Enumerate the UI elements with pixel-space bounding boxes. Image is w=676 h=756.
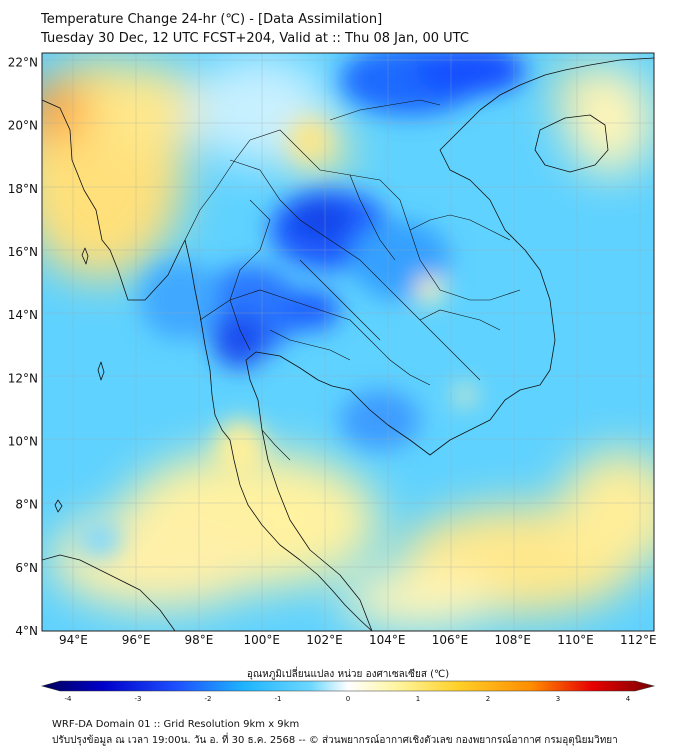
map-subtitle: Tuesday 30 Dec, 12 UTC FCST+204, Valid a…	[41, 31, 469, 46]
colorbar-tick-label: 0	[346, 695, 350, 703]
longitude-label: 98°E	[184, 633, 213, 647]
coastlines	[42, 57, 654, 631]
colorbar-tick-label: -2	[205, 695, 212, 703]
colorbar-tick-label: 2	[486, 695, 490, 703]
latitude-label: 18°N	[8, 182, 38, 196]
longitude-labels: 94°E 96°E 98°E 100°E 102°E 104°E 106°E 108°E 110…	[59, 633, 657, 647]
latitude-label: 10°N	[8, 434, 38, 448]
colorbar	[40, 680, 656, 692]
map-frame	[41, 52, 655, 632]
colorbar-tick-label: -1	[275, 695, 282, 703]
longitude-label: 108°E	[495, 633, 532, 647]
latitude-label: 20°N	[8, 119, 38, 133]
longitude-label: 94°E	[59, 633, 88, 647]
latitude-label: 12°N	[8, 371, 38, 385]
colorbar-label: อุณหภูมิเปลี่ยนแปลง หน่วย องศาเซลเซียส (…	[247, 666, 449, 680]
temperature-change-map: 22°N 20°N 18°N 16°N 14°N 12°N 10°N 8°N 6°N 4°N 94…	[8, 52, 657, 703]
latitude-label: 14°N	[8, 308, 38, 322]
latitude-label: 8°N	[15, 498, 38, 512]
longitude-label: 106°E	[432, 633, 469, 647]
longitude-label: 102°E	[306, 633, 343, 647]
colorbar-ticks: -4 -3 -2 -1 0 1 2 3 4	[65, 695, 631, 703]
map-title: Temperature Change 24-hr (℃) - [Data Ass…	[41, 12, 383, 27]
temperature-field	[42, 53, 654, 631]
latitude-labels: 22°N 20°N 18°N 16°N 14°N 12°N 10°N 8°N 6°N 4°N	[8, 55, 38, 638]
colorbar-tick-label: 4	[626, 695, 631, 703]
longitude-label: 112°E	[620, 633, 657, 647]
latitude-label: 22°N	[8, 55, 38, 69]
longitude-label: 110°E	[557, 633, 594, 647]
footer-update-credit: ปรับปรุงข้อมูล ณ เวลา 19:00น. วัน อ. ที่…	[52, 735, 618, 746]
colorbar-tick-label: -4	[65, 695, 73, 703]
latitude-label: 4°N	[15, 624, 38, 638]
colorbar-tick-label: 3	[556, 695, 560, 703]
colorbar-tick-label: 1	[416, 695, 420, 703]
latitude-label: 16°N	[8, 245, 38, 259]
longitude-label: 104°E	[369, 633, 406, 647]
latitude-label: 6°N	[15, 561, 38, 575]
longitude-label: 100°E	[243, 633, 280, 647]
longitude-label: 96°E	[122, 633, 151, 647]
footer-model-info: WRF-DA Domain 01 :: Grid Resolution 9km …	[52, 719, 300, 730]
colorbar-tick-label: -3	[135, 695, 142, 703]
country-borders	[184, 99, 521, 461]
